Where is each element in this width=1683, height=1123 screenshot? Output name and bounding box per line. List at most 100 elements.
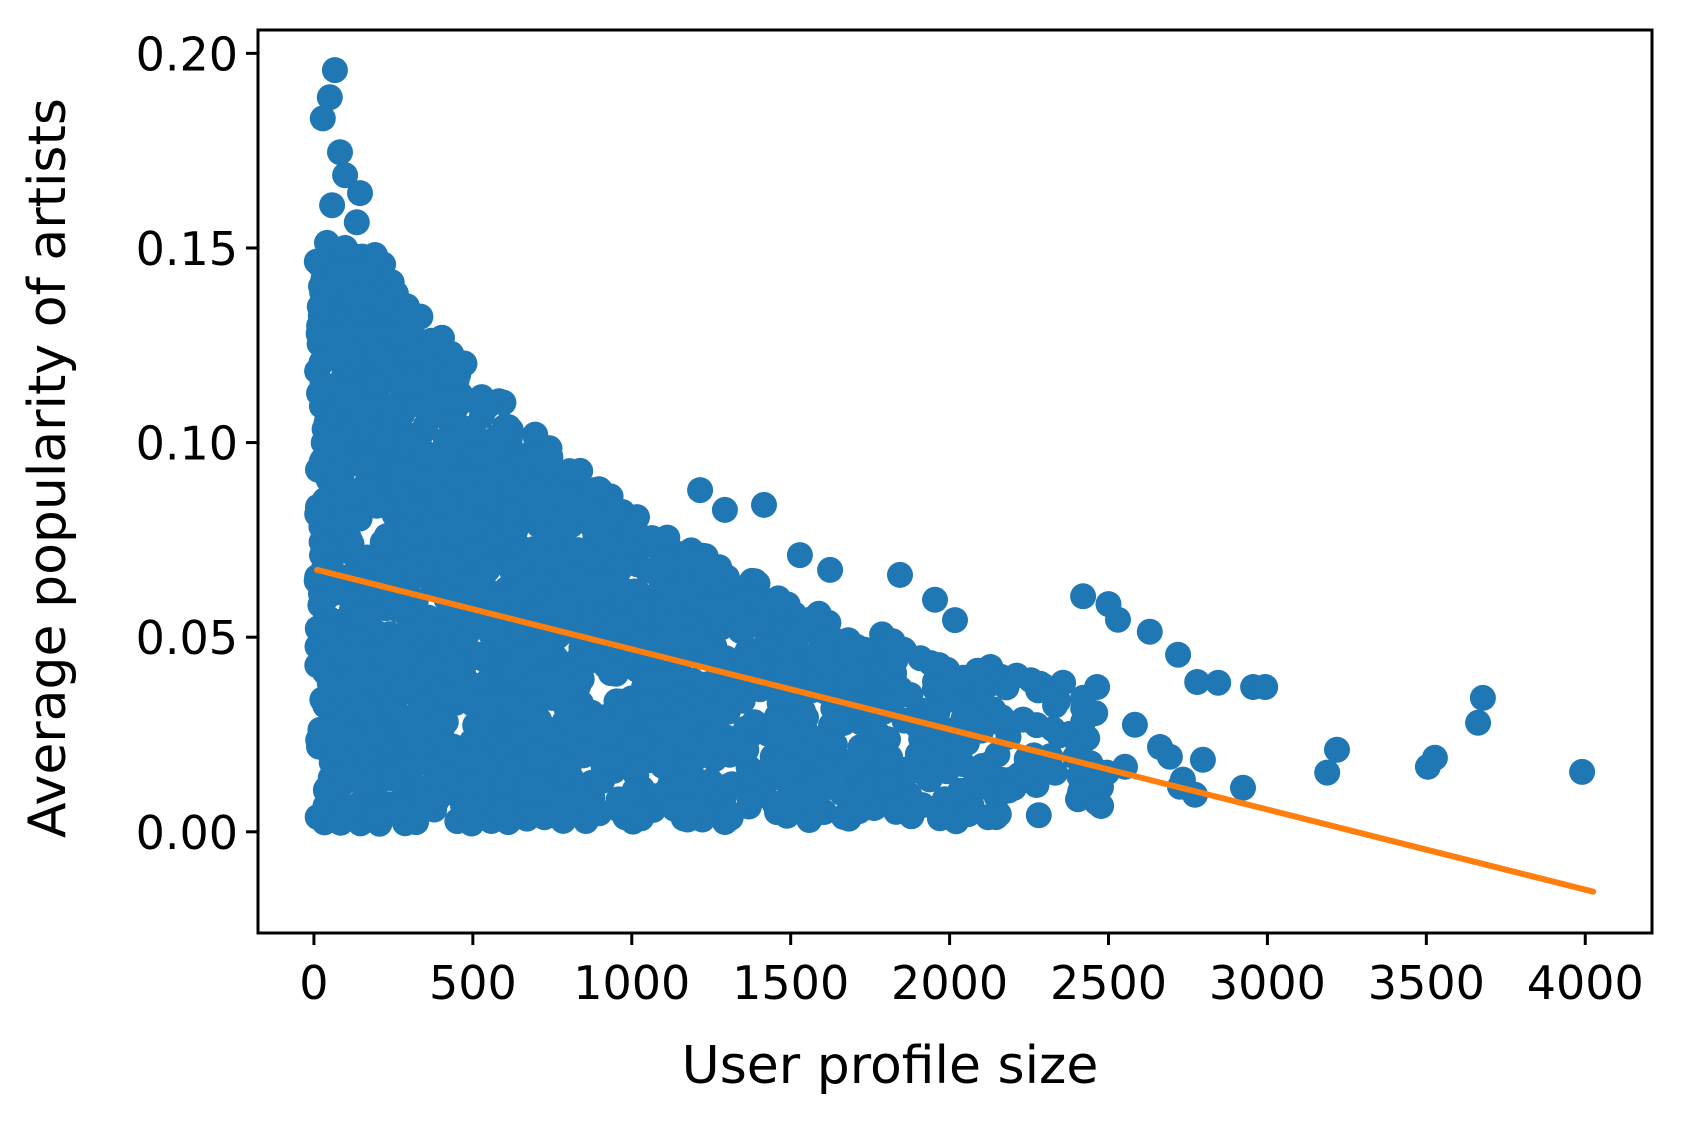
scatter-point (1088, 793, 1115, 819)
scatter-point (485, 588, 512, 615)
scatter-point (316, 84, 343, 111)
scatter-point (431, 444, 458, 471)
scatter-point (496, 660, 523, 687)
scatter-point (438, 340, 465, 367)
scatter-point (382, 652, 409, 679)
x-tick-label: 1000 (573, 956, 690, 1010)
scatter-point (736, 645, 762, 672)
scatter-point (568, 666, 595, 693)
scatter-point (471, 695, 498, 722)
scatter-point (352, 472, 379, 499)
y-tick-label: 0.10 (136, 417, 238, 471)
y-tick-label: 0.00 (136, 806, 238, 860)
scatter-point (988, 704, 1015, 731)
scatter-point (955, 801, 982, 828)
scatter-point (408, 369, 435, 395)
y-tick-label: 0.15 (136, 222, 238, 276)
scatter-point (1465, 709, 1492, 736)
scatter-point (321, 57, 348, 84)
scatter-point (949, 751, 976, 777)
scatter-point (756, 754, 783, 781)
scatter-point (332, 162, 359, 189)
scatter-point (351, 262, 378, 289)
scatter-point (350, 772, 377, 799)
scatter-point (711, 496, 738, 523)
scatter-point (306, 293, 333, 320)
scatter-points-layer (303, 243, 1116, 837)
scatter-point (877, 769, 904, 796)
scatter-point (572, 574, 599, 601)
scatter-point (399, 752, 426, 778)
scatter-point (501, 479, 527, 505)
scatter-point (470, 443, 497, 470)
scatter-point (470, 393, 497, 420)
scatter-point (440, 522, 467, 549)
scatter-point (330, 645, 357, 672)
scatter-point (771, 656, 798, 683)
scatter-point (479, 617, 506, 644)
scatter-point (390, 325, 417, 352)
x-axis-ticks (312, 933, 1587, 945)
scatter-point (1252, 674, 1279, 700)
scatter-point (571, 789, 597, 816)
scatter-point (383, 630, 409, 657)
scatter-point (550, 807, 577, 834)
scatter-point (738, 784, 764, 811)
scatter-point (332, 235, 359, 261)
scatter-point (741, 709, 768, 736)
x-tick-label: 2500 (1050, 956, 1167, 1010)
scatter-point (1105, 606, 1131, 633)
scatter-point (308, 273, 334, 300)
scatter-point (343, 209, 370, 236)
scatter-point (501, 554, 528, 581)
scatter-point (1314, 759, 1341, 786)
scatter-point (580, 515, 607, 542)
y-axis-label: Average popularity of artists (18, 98, 78, 838)
scatter-point (847, 636, 874, 663)
scatter-point (793, 739, 820, 766)
scatter-point (586, 476, 613, 503)
scatter-point (556, 458, 583, 485)
scatter-point (639, 525, 665, 552)
scatter-point (597, 660, 624, 687)
scatter-point (337, 751, 364, 778)
scatter-point (931, 800, 958, 827)
scatter-point (333, 506, 360, 533)
scatter-point (496, 500, 523, 527)
scatter-point (517, 774, 544, 801)
scatter-point (397, 460, 424, 487)
scatter-point (347, 180, 373, 207)
scatter-point (898, 803, 925, 830)
scatter-point (672, 581, 699, 608)
scatter-point (581, 638, 607, 665)
scatter-point (535, 455, 562, 482)
scatter-point (357, 449, 384, 476)
y-tick-label: 0.20 (136, 27, 238, 81)
x-tick-label: 3500 (1368, 956, 1485, 1010)
scatter-point (1156, 743, 1183, 770)
scatter-point (1421, 744, 1448, 771)
x-axis-label: User profile size (682, 1036, 1099, 1096)
scatter-point (821, 731, 848, 758)
scatter-point (658, 624, 685, 650)
scatter-point (525, 711, 552, 737)
scatter-point (555, 495, 582, 522)
scatter-point (670, 771, 697, 797)
scatter-point (813, 630, 840, 657)
scatter-point (313, 777, 340, 804)
scatter-point (565, 537, 591, 564)
scatter-point (567, 718, 593, 744)
scatter-point (628, 805, 655, 832)
scatter-point (751, 491, 777, 518)
y-tick-label: 0.05 (136, 611, 238, 665)
scatter-point (450, 793, 476, 820)
scatter-point (956, 702, 983, 729)
scatter-point (882, 647, 909, 674)
trend-line (314, 566, 1597, 895)
scatter-point (1084, 674, 1111, 700)
scatter-point (320, 433, 346, 460)
scatter-point (602, 571, 628, 598)
scatter-point (1021, 755, 1048, 782)
